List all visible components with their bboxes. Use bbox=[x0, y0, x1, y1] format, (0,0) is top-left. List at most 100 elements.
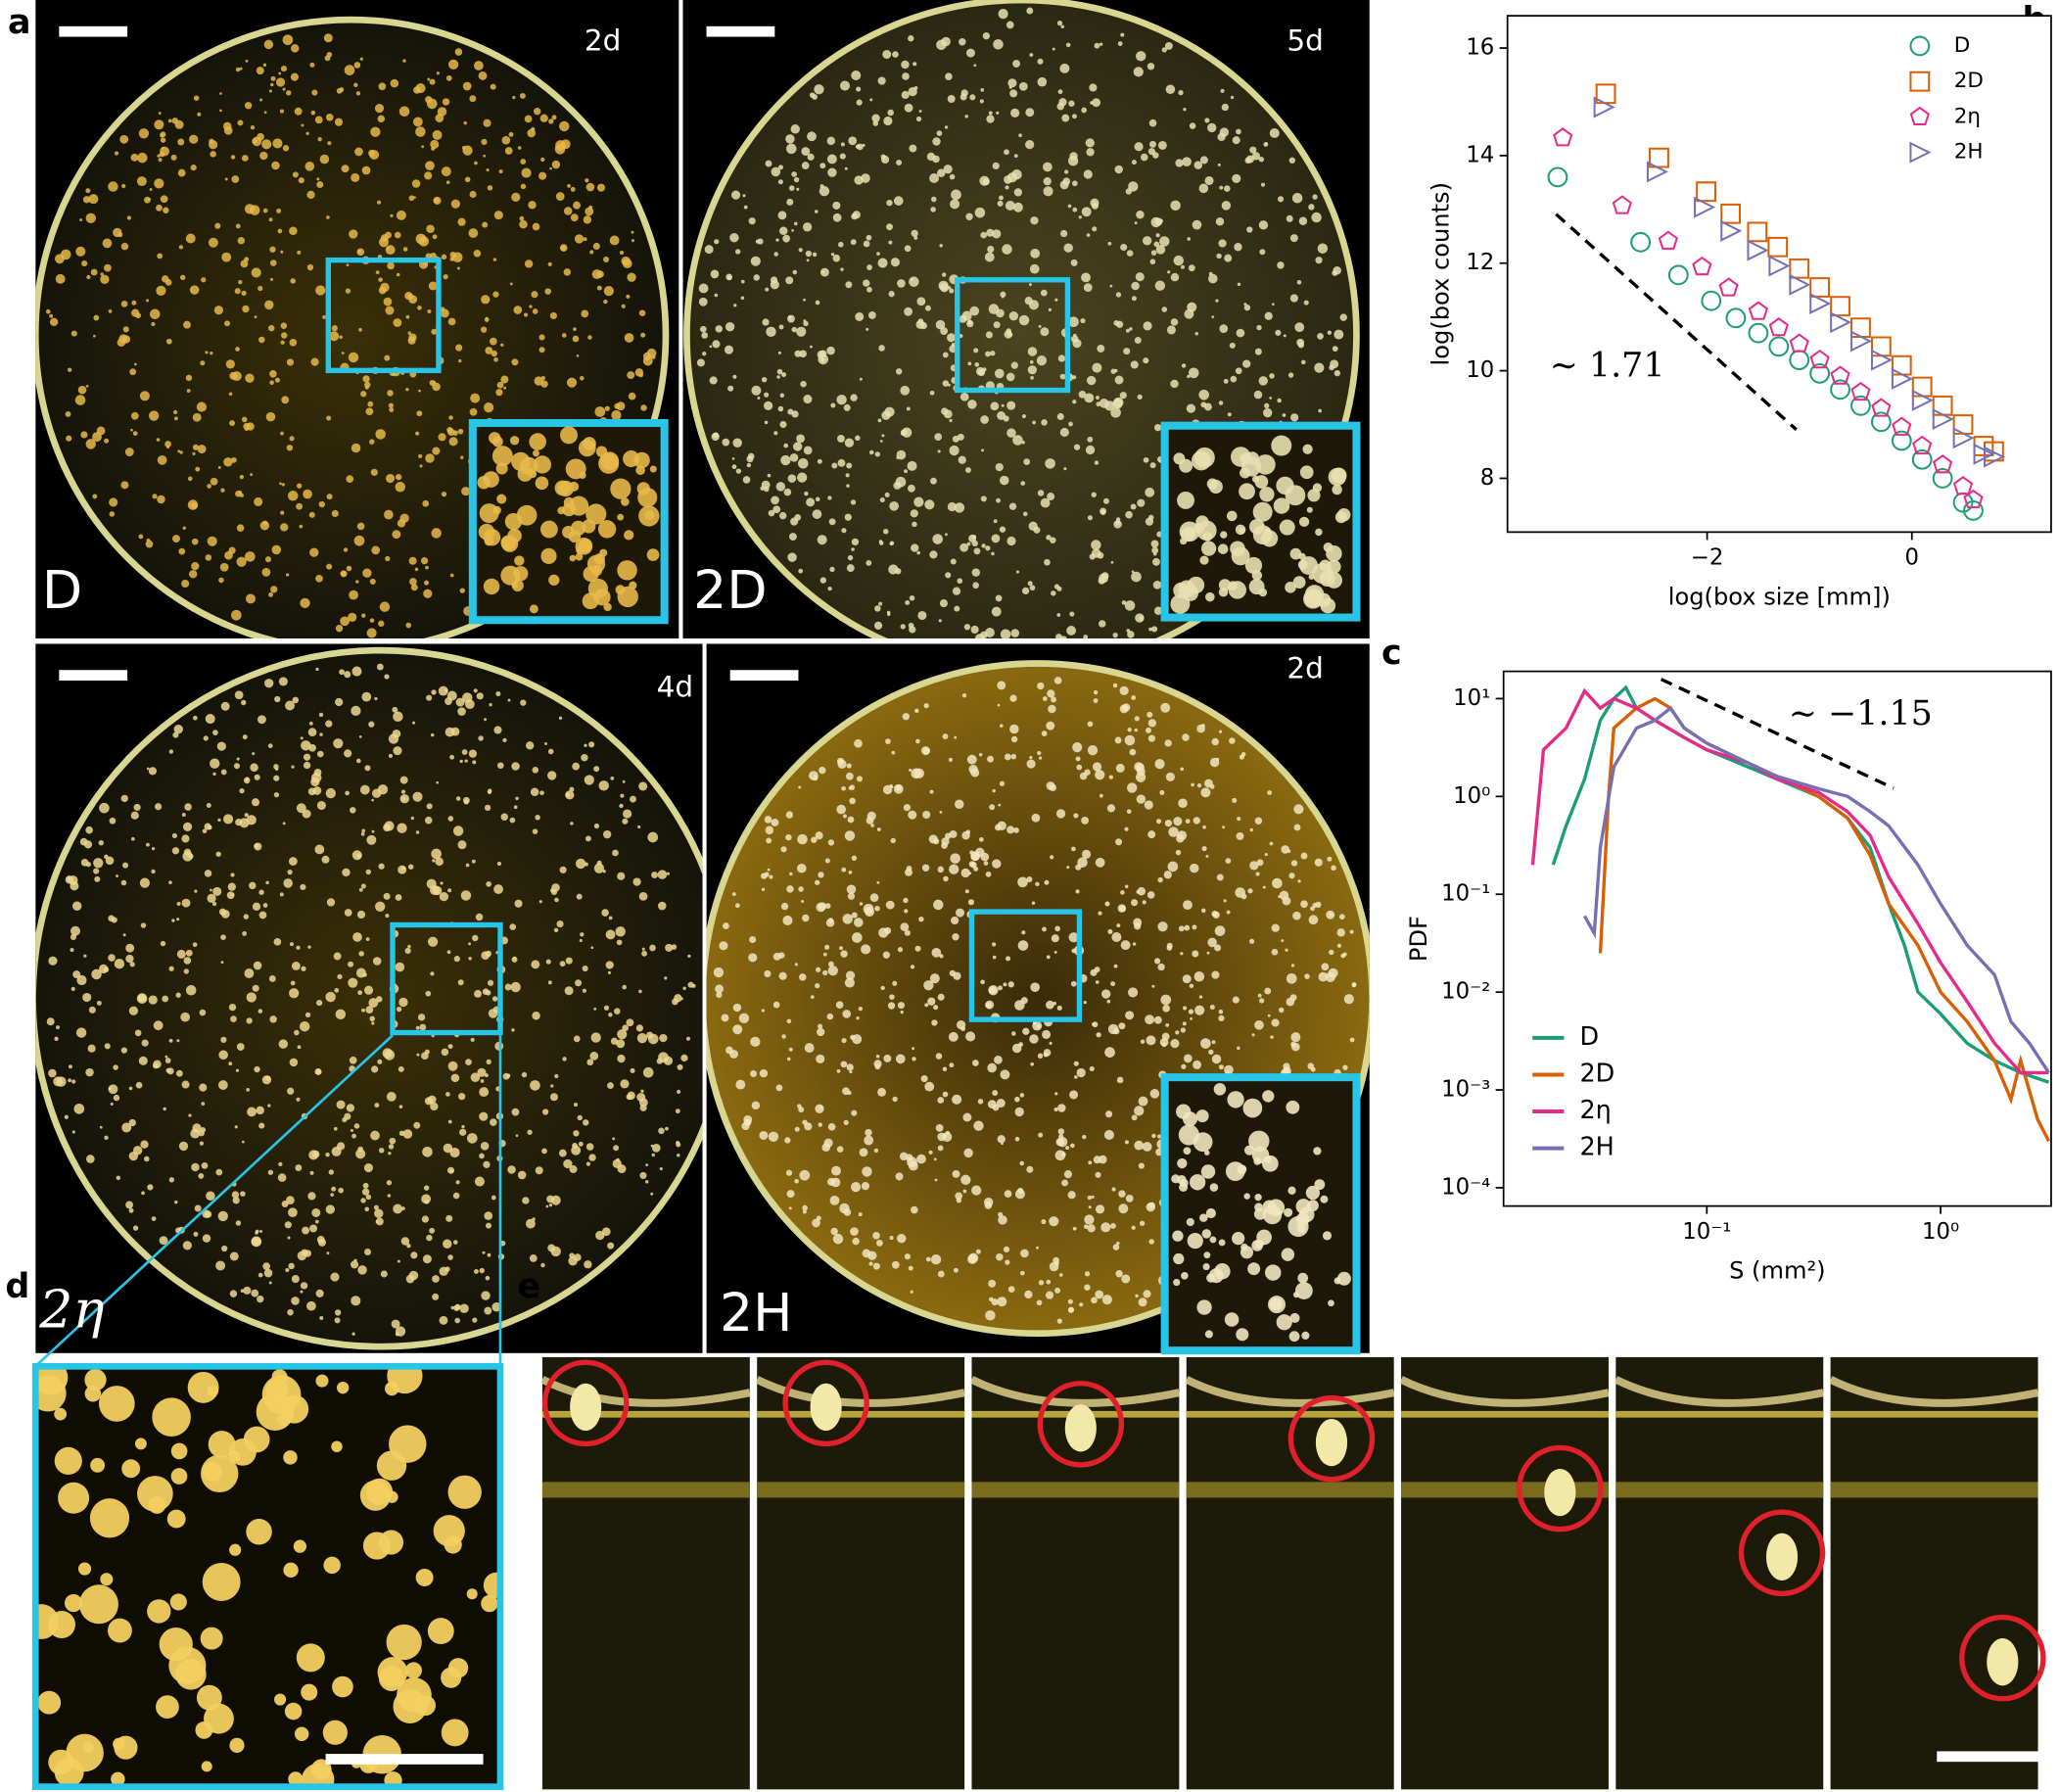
colony bbox=[583, 215, 592, 224]
colony bbox=[575, 538, 593, 555]
colony bbox=[1059, 427, 1069, 438]
colony bbox=[1291, 1042, 1300, 1052]
colony bbox=[284, 1702, 303, 1721]
colony bbox=[483, 1160, 491, 1168]
colony bbox=[436, 71, 440, 75]
colony bbox=[1079, 1302, 1084, 1307]
colony bbox=[351, 172, 360, 182]
colony bbox=[789, 872, 793, 876]
colony bbox=[1269, 1297, 1284, 1311]
colony bbox=[458, 358, 462, 363]
colony bbox=[597, 520, 617, 539]
colony bbox=[998, 803, 1002, 807]
data-point bbox=[1830, 311, 1852, 334]
colony bbox=[917, 610, 927, 621]
colony bbox=[619, 803, 624, 809]
colony bbox=[849, 1070, 853, 1074]
colony bbox=[572, 335, 580, 343]
scale-bar bbox=[706, 25, 775, 37]
colony bbox=[1310, 1066, 1316, 1072]
colony bbox=[1120, 243, 1128, 252]
colony bbox=[49, 313, 54, 318]
colony bbox=[1289, 1312, 1300, 1323]
colony bbox=[996, 1099, 1006, 1108]
colony bbox=[1223, 378, 1229, 384]
colony bbox=[866, 811, 876, 821]
colony bbox=[815, 300, 820, 306]
colony bbox=[1230, 541, 1245, 557]
colony bbox=[278, 1039, 289, 1049]
colony bbox=[900, 431, 906, 436]
colony bbox=[569, 1165, 578, 1174]
colony bbox=[973, 547, 981, 555]
colony bbox=[114, 151, 119, 156]
colony bbox=[88, 1006, 96, 1014]
colony bbox=[1135, 1294, 1139, 1298]
colony bbox=[609, 235, 620, 246]
colony bbox=[476, 692, 484, 700]
data-point bbox=[1932, 468, 1953, 489]
colony bbox=[1219, 185, 1224, 190]
colony bbox=[331, 1186, 337, 1192]
colony bbox=[664, 976, 668, 980]
colony bbox=[246, 1017, 253, 1024]
legend-label: 2H bbox=[1579, 1133, 1614, 1162]
colony bbox=[355, 758, 361, 764]
colony bbox=[500, 375, 509, 384]
colony bbox=[408, 195, 415, 202]
colony bbox=[383, 892, 391, 900]
colony bbox=[642, 355, 653, 366]
colony bbox=[582, 1119, 589, 1126]
colony bbox=[474, 61, 484, 71]
colony bbox=[913, 235, 918, 240]
colony bbox=[316, 750, 324, 758]
colony bbox=[139, 877, 151, 888]
colony bbox=[102, 238, 113, 249]
colony bbox=[1199, 156, 1208, 165]
colony bbox=[991, 1298, 999, 1306]
colony bbox=[1041, 731, 1048, 736]
colony bbox=[447, 1119, 452, 1124]
colony bbox=[942, 733, 949, 740]
colony bbox=[607, 1242, 615, 1250]
colony bbox=[1084, 1284, 1091, 1291]
colony bbox=[132, 431, 138, 436]
colony bbox=[345, 790, 350, 796]
colony bbox=[955, 799, 964, 809]
colony bbox=[768, 1131, 779, 1142]
colony bbox=[1279, 519, 1295, 536]
colony bbox=[1072, 207, 1078, 212]
colony bbox=[1120, 940, 1131, 951]
colony bbox=[596, 285, 602, 291]
colony bbox=[846, 1063, 854, 1071]
colony bbox=[318, 1238, 326, 1247]
highlight-circle bbox=[541, 1359, 630, 1447]
colony bbox=[1187, 1232, 1203, 1250]
colony bbox=[539, 790, 544, 796]
colony bbox=[1063, 1170, 1073, 1179]
colony bbox=[1164, 739, 1172, 747]
colony bbox=[432, 234, 438, 240]
colony bbox=[915, 116, 922, 122]
colony bbox=[443, 1239, 452, 1249]
colony bbox=[896, 160, 903, 166]
colony bbox=[953, 971, 961, 980]
colony bbox=[846, 884, 857, 895]
colony bbox=[269, 369, 277, 378]
colony bbox=[608, 1013, 613, 1017]
colony bbox=[1114, 736, 1122, 744]
colony bbox=[1227, 1091, 1244, 1108]
colony bbox=[1281, 1248, 1295, 1261]
colony bbox=[890, 837, 896, 844]
colony bbox=[1194, 332, 1198, 336]
colony bbox=[1151, 546, 1159, 554]
colony bbox=[797, 472, 808, 483]
colony bbox=[120, 1047, 128, 1054]
colony bbox=[229, 1737, 245, 1754]
colony bbox=[414, 567, 419, 572]
colony bbox=[173, 409, 178, 415]
colony bbox=[912, 1047, 915, 1051]
colony bbox=[1290, 413, 1299, 422]
colony bbox=[1114, 165, 1123, 174]
